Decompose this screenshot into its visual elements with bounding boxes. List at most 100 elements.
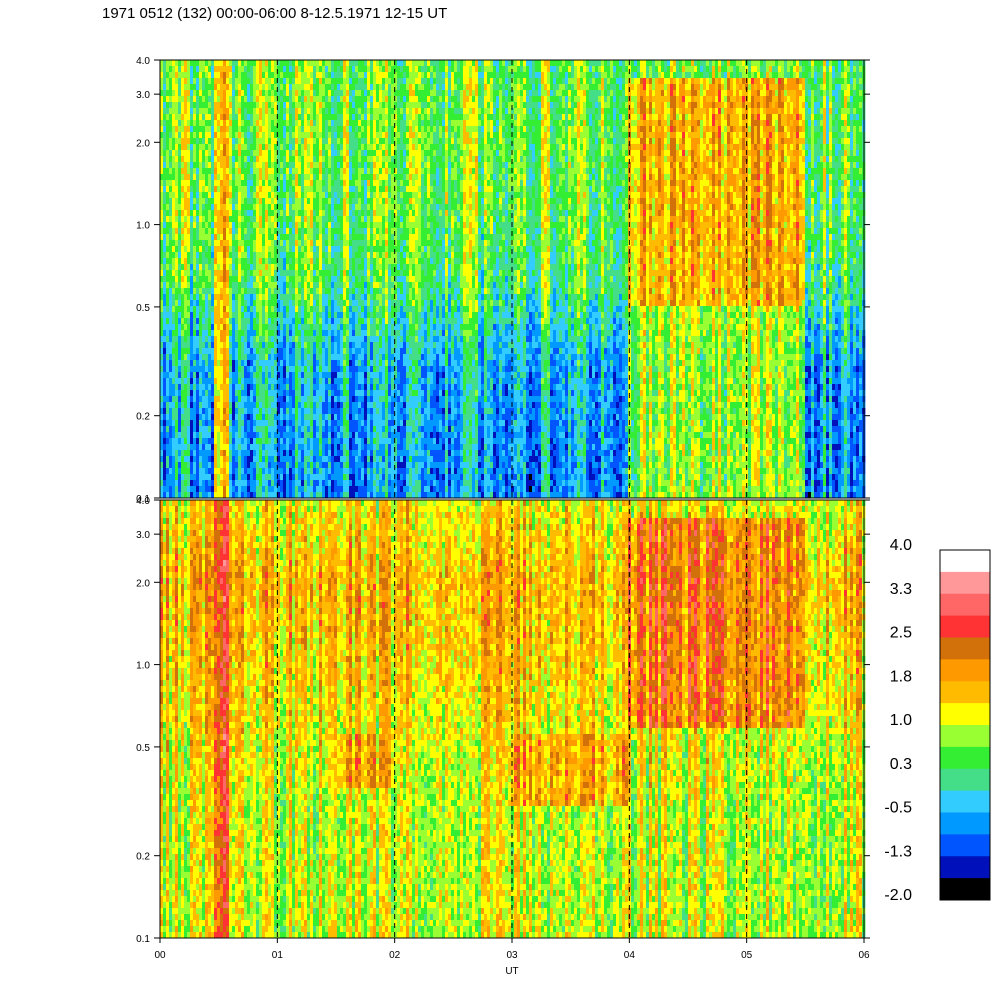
heatmap-cell bbox=[220, 216, 223, 222]
heatmap-cell bbox=[202, 288, 205, 294]
heatmap-cell bbox=[292, 186, 295, 192]
heatmap-cell bbox=[262, 414, 265, 420]
heatmap-cell bbox=[241, 174, 244, 180]
heatmap-cell bbox=[259, 456, 262, 462]
heatmap-cell bbox=[220, 252, 223, 258]
heatmap-cell bbox=[238, 312, 241, 318]
heatmap-cell bbox=[304, 318, 307, 324]
heatmap-cell bbox=[220, 126, 223, 132]
heatmap-cell bbox=[214, 438, 217, 444]
heatmap-cell bbox=[304, 282, 307, 288]
heatmap-cell bbox=[211, 168, 214, 174]
heatmap-cell bbox=[268, 204, 271, 210]
heatmap-cell bbox=[193, 114, 196, 120]
heatmap-cell bbox=[271, 396, 274, 402]
heatmap-cell bbox=[283, 456, 286, 462]
heatmap-cell bbox=[265, 198, 268, 204]
heatmap-cell bbox=[298, 354, 301, 360]
heatmap-cell bbox=[181, 114, 184, 120]
heatmap-cell bbox=[202, 378, 205, 384]
heatmap-cell bbox=[205, 462, 208, 468]
heatmap-cell bbox=[298, 408, 301, 414]
heatmap-cell bbox=[193, 144, 196, 150]
heatmap-cell bbox=[223, 168, 226, 174]
heatmap-cell bbox=[214, 168, 217, 174]
heatmap-cell bbox=[211, 318, 214, 324]
heatmap-cell bbox=[286, 336, 289, 342]
heatmap-cell bbox=[181, 120, 184, 126]
heatmap-cell bbox=[199, 234, 202, 240]
heatmap-cell bbox=[301, 114, 304, 120]
heatmap-cell bbox=[250, 96, 253, 102]
heatmap-cell bbox=[166, 276, 169, 282]
heatmap-cell bbox=[304, 390, 307, 396]
heatmap-cell bbox=[295, 342, 298, 348]
heatmap-cell bbox=[220, 174, 223, 180]
heatmap-cell bbox=[208, 144, 211, 150]
heatmap-cell bbox=[247, 174, 250, 180]
heatmap-cell bbox=[265, 66, 268, 72]
heatmap-cell bbox=[286, 408, 289, 414]
heatmap-cell bbox=[163, 444, 166, 450]
heatmap-cell bbox=[223, 300, 226, 306]
heatmap-cell bbox=[244, 228, 247, 234]
heatmap-cell bbox=[235, 246, 238, 252]
heatmap-cell bbox=[247, 234, 250, 240]
heatmap-cell bbox=[238, 90, 241, 96]
heatmap-cell bbox=[202, 258, 205, 264]
heatmap-cell bbox=[187, 282, 190, 288]
heatmap-cell bbox=[172, 480, 175, 486]
heatmap-cell bbox=[163, 102, 166, 108]
heatmap-cell bbox=[160, 186, 163, 192]
heatmap-cell bbox=[205, 288, 208, 294]
heatmap-cell bbox=[202, 408, 205, 414]
heatmap-cell bbox=[289, 294, 292, 300]
heatmap-cell bbox=[280, 204, 283, 210]
heatmap-cell bbox=[205, 186, 208, 192]
heatmap-cell bbox=[241, 240, 244, 246]
heatmap-cell bbox=[283, 378, 286, 384]
heatmap-cell bbox=[232, 312, 235, 318]
heatmap-cell bbox=[220, 246, 223, 252]
heatmap-cell bbox=[160, 486, 163, 492]
heatmap-cell bbox=[202, 318, 205, 324]
heatmap-cell bbox=[253, 108, 256, 114]
heatmap-cell bbox=[178, 420, 181, 426]
heatmap-cell bbox=[280, 270, 283, 276]
heatmap-cell bbox=[172, 174, 175, 180]
upper-heatmap-cells bbox=[160, 60, 865, 498]
heatmap-cell bbox=[163, 330, 166, 336]
heatmap-cell bbox=[187, 474, 190, 480]
heatmap-cell bbox=[244, 156, 247, 162]
heatmap-cell bbox=[301, 276, 304, 282]
heatmap-cell bbox=[247, 294, 250, 300]
heatmap-cell bbox=[241, 348, 244, 354]
heatmap-cell bbox=[259, 90, 262, 96]
heatmap-cell bbox=[235, 486, 238, 492]
heatmap-cell bbox=[175, 72, 178, 78]
heatmap-cell bbox=[223, 108, 226, 114]
heatmap-cell bbox=[226, 474, 229, 480]
heatmap-cell bbox=[187, 426, 190, 432]
heatmap-cell bbox=[199, 252, 202, 258]
heatmap-cell bbox=[259, 162, 262, 168]
heatmap-cell bbox=[220, 132, 223, 138]
heatmap-cell bbox=[292, 342, 295, 348]
heatmap-cell bbox=[301, 438, 304, 444]
heatmap-cell bbox=[187, 318, 190, 324]
heatmap-cell bbox=[265, 246, 268, 252]
heatmap-cell bbox=[217, 258, 220, 264]
heatmap-cell bbox=[163, 270, 166, 276]
heatmap-cell bbox=[253, 462, 256, 468]
heatmap-cell bbox=[253, 372, 256, 378]
heatmap-cell bbox=[244, 438, 247, 444]
heatmap-cell bbox=[187, 66, 190, 72]
heatmap-cell bbox=[247, 138, 250, 144]
heatmap-cell bbox=[208, 438, 211, 444]
heatmap-cell bbox=[268, 360, 271, 366]
heatmap-cell bbox=[292, 126, 295, 132]
heatmap-cell bbox=[163, 240, 166, 246]
heatmap-cell bbox=[247, 312, 250, 318]
heatmap-cell bbox=[259, 300, 262, 306]
heatmap-cell bbox=[205, 90, 208, 96]
